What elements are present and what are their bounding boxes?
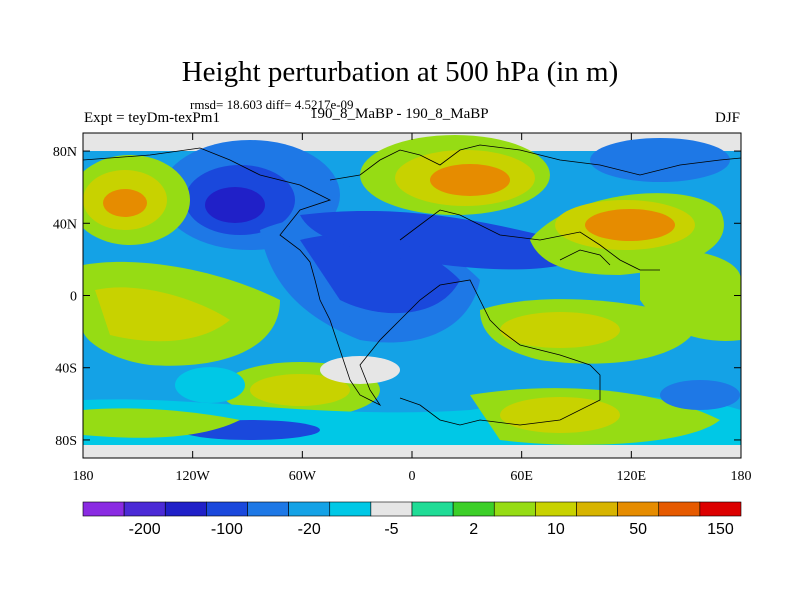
runs-label: 190_8_MaBP - 190_8_MaBP bbox=[310, 106, 489, 122]
experiment-label: Expt = teyDm-texPm1 bbox=[84, 110, 220, 126]
y-tick-label: 80N bbox=[53, 145, 77, 160]
colorbar-swatch bbox=[535, 501, 577, 517]
y-tick-label: 0 bbox=[70, 290, 77, 305]
colorbar-swatch bbox=[82, 501, 125, 517]
colorbar-swatch bbox=[123, 501, 166, 517]
colorbar-label: 50 bbox=[629, 521, 647, 538]
stats-label: rmsd= 18.603 diff= 4.5217e-09 bbox=[190, 97, 354, 112]
colorbar-swatch bbox=[452, 501, 495, 517]
x-tick-label: 60E bbox=[510, 469, 533, 484]
axis-ticks: 180 120W 60W 0 60E 120E 180 80N 40N 0 40S 80S bbox=[53, 133, 752, 484]
colorbar-swatch bbox=[493, 501, 536, 517]
colorbar: -200 -100 -20 -5 2 10 50 150 bbox=[82, 501, 742, 538]
contour-field bbox=[83, 133, 741, 458]
colorbar-swatch bbox=[411, 501, 454, 517]
coastlines bbox=[83, 144, 741, 426]
y-tick-label: 40N bbox=[53, 217, 77, 232]
colorbar-swatch bbox=[329, 501, 372, 517]
colorbar-label: -100 bbox=[211, 521, 243, 538]
x-tick-label: 60W bbox=[289, 469, 317, 484]
colorbar-label: -5 bbox=[384, 521, 398, 538]
colorbar-swatch bbox=[699, 501, 742, 517]
x-tick-label: 180 bbox=[73, 469, 94, 484]
x-tick-label: 180 bbox=[731, 469, 752, 484]
colorbar-swatch bbox=[617, 501, 660, 517]
colorbar-label: 10 bbox=[547, 521, 565, 538]
x-tick-label: 120E bbox=[617, 469, 647, 484]
x-tick-label: 0 bbox=[409, 469, 416, 484]
chart-title: Height perturbation at 500 hPa (in m) bbox=[181, 56, 619, 88]
colorbar-swatch bbox=[206, 501, 248, 517]
x-tick-label: 120W bbox=[176, 469, 211, 484]
colorbar-swatch bbox=[164, 501, 207, 517]
colorbar-swatch bbox=[370, 501, 413, 517]
colorbar-swatch bbox=[247, 501, 289, 517]
colorbar-swatch bbox=[288, 501, 331, 517]
colorbar-swatch bbox=[658, 501, 701, 517]
colorbar-label: 2 bbox=[469, 521, 478, 538]
colorbar-label: 150 bbox=[707, 521, 734, 538]
colorbar-label: -20 bbox=[298, 521, 321, 538]
y-tick-label: 80S bbox=[55, 434, 77, 449]
colorbar-swatch bbox=[576, 501, 618, 517]
season-label: DJF bbox=[714, 110, 740, 126]
colorbar-label: -200 bbox=[129, 521, 161, 538]
y-tick-label: 40S bbox=[55, 362, 77, 377]
